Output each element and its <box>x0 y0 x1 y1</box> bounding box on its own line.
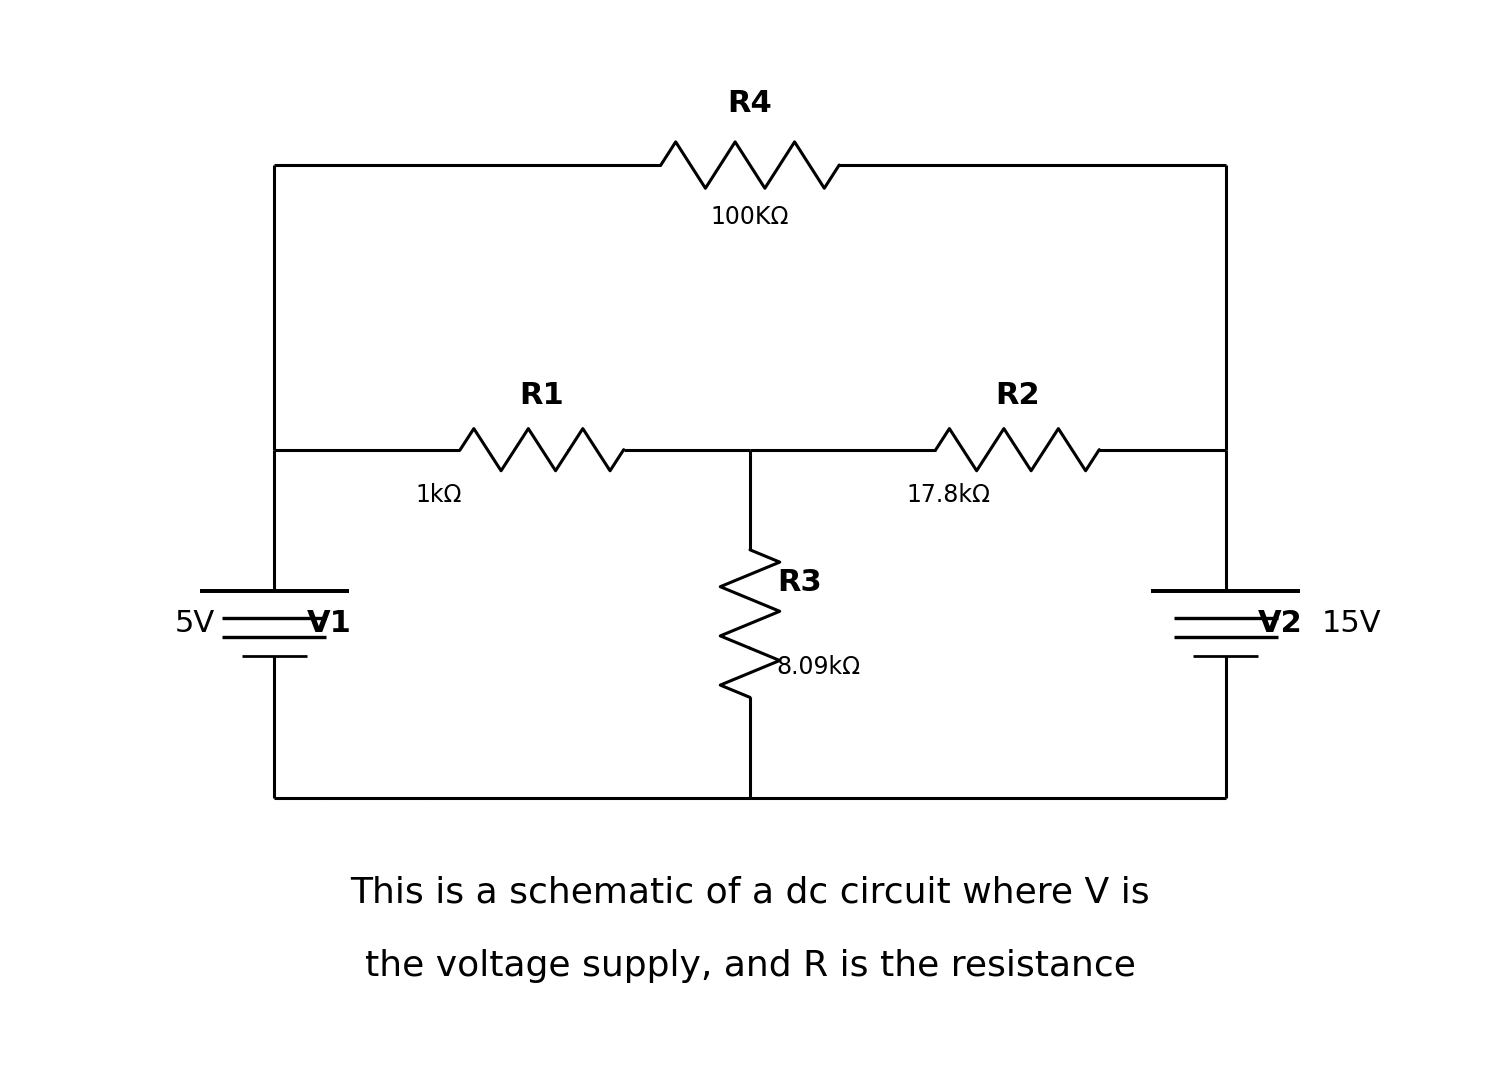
Text: 17.8kΩ: 17.8kΩ <box>906 484 990 507</box>
Text: R2: R2 <box>994 380 1039 410</box>
Text: R4: R4 <box>728 89 772 117</box>
Text: This is a schematic of a dc circuit where V is: This is a schematic of a dc circuit wher… <box>350 876 1150 909</box>
Text: 5V: 5V <box>174 609 214 638</box>
Text: 8.09kΩ: 8.09kΩ <box>777 656 861 679</box>
Text: V2: V2 <box>1258 609 1304 638</box>
Text: 100KΩ: 100KΩ <box>711 205 789 230</box>
Text: V1: V1 <box>308 609 352 638</box>
Text: 15V: 15V <box>1322 609 1382 638</box>
Text: 1kΩ: 1kΩ <box>416 484 462 507</box>
Text: R1: R1 <box>519 380 564 410</box>
Text: R3: R3 <box>777 568 822 597</box>
Text: the voltage supply, and R is the resistance: the voltage supply, and R is the resista… <box>364 949 1136 984</box>
